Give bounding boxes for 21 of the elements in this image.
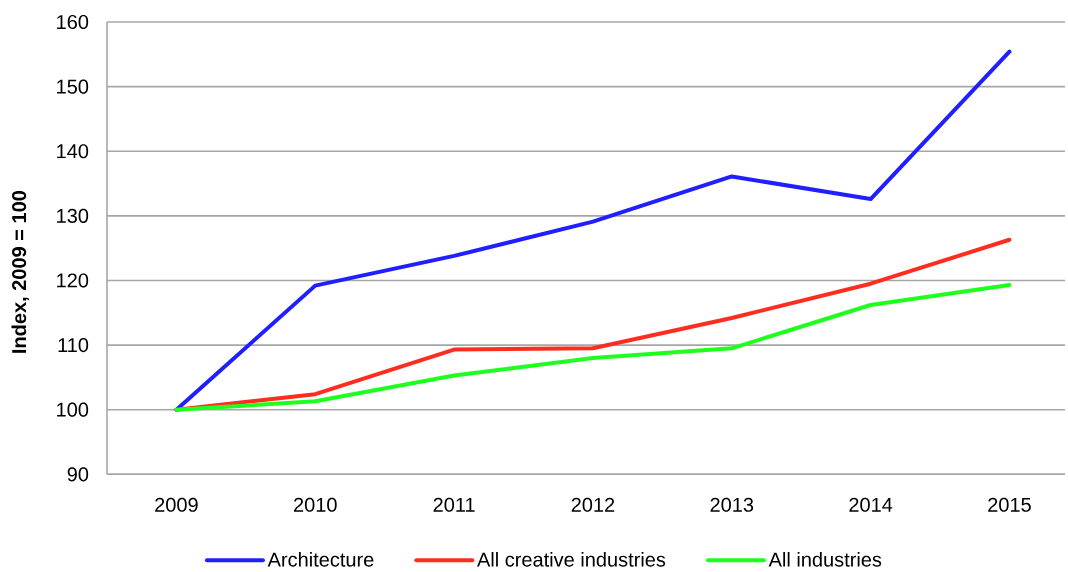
y-tick-label: 100 bbox=[57, 402, 89, 417]
x-tick-label: 2010 bbox=[294, 497, 337, 512]
legend-label: All industries bbox=[768, 552, 882, 567]
line-series bbox=[174, 49, 1012, 412]
y-tick-label: 90 bbox=[67, 467, 89, 482]
legend-label: All creative industries bbox=[477, 552, 666, 567]
y-tick-label: 110 bbox=[58, 338, 89, 353]
y-tick-label: 120 bbox=[57, 273, 89, 288]
y-tick-label: 130 bbox=[57, 208, 89, 223]
y-tick-label: 140 bbox=[57, 144, 89, 159]
y-tick-label: 150 bbox=[57, 79, 89, 94]
legend-label: Architecture bbox=[267, 552, 374, 567]
x-tick-label: 2013 bbox=[710, 497, 754, 512]
x-tick-label: 2012 bbox=[571, 497, 615, 512]
y-axis-title: Index, 2009 = 100 bbox=[11, 190, 30, 353]
x-tick-label: 2009 bbox=[155, 497, 198, 512]
line-series bbox=[174, 282, 1012, 412]
x-tick-label: 2014 bbox=[849, 497, 893, 512]
y-tick-label: 160 bbox=[57, 14, 89, 30]
x-tick-label: 2015 bbox=[988, 497, 1031, 512]
x-tick-label: 2011 bbox=[433, 497, 475, 512]
